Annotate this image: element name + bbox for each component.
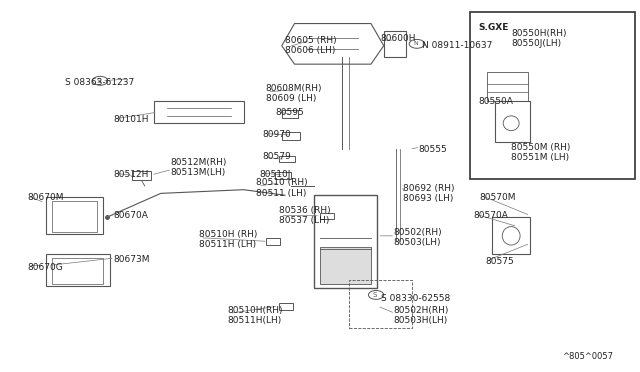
Bar <box>487 71 529 101</box>
Text: 80600H: 80600H <box>381 34 416 43</box>
Bar <box>46 254 109 286</box>
Text: 80536 (RH)
80537 (LH): 80536 (RH) 80537 (LH) <box>278 206 330 225</box>
Text: 80673M: 80673M <box>113 255 149 264</box>
Text: 80605 (RH)
80606 (LH): 80605 (RH) 80606 (LH) <box>285 36 337 55</box>
Text: 80608M(RH)
80609 (LH): 80608M(RH) 80609 (LH) <box>266 84 323 103</box>
Text: 80502(RH)
80503(LH): 80502(RH) 80503(LH) <box>394 228 442 247</box>
Text: 80550M (RH)
80551M (LH): 80550M (RH) 80551M (LH) <box>511 143 570 163</box>
Bar <box>52 201 97 232</box>
Bar <box>384 31 406 57</box>
Bar <box>52 258 103 284</box>
Text: 80670G: 80670G <box>27 263 63 272</box>
Bar <box>492 217 531 254</box>
Text: S: S <box>372 292 377 298</box>
Text: N: N <box>413 41 418 46</box>
Text: 80579: 80579 <box>262 152 291 161</box>
Text: 80512H: 80512H <box>113 170 148 179</box>
Text: 80101H: 80101H <box>113 115 148 124</box>
Text: 80670A: 80670A <box>113 211 148 220</box>
Text: S 08330-62558: S 08330-62558 <box>381 294 450 303</box>
Text: 80555: 80555 <box>419 145 447 154</box>
Text: 80970: 80970 <box>262 130 291 139</box>
Text: S.GXE: S.GXE <box>478 23 508 32</box>
Text: S: S <box>97 78 101 84</box>
Bar <box>470 13 636 179</box>
Text: 80510 (RH)
80511 (LH): 80510 (RH) 80511 (LH) <box>256 178 308 198</box>
Bar <box>320 212 334 219</box>
Text: ^805^0057: ^805^0057 <box>562 352 613 361</box>
Text: 80692 (RH)
80693 (LH): 80692 (RH) 80693 (LH) <box>403 184 454 203</box>
Bar <box>46 197 103 234</box>
Bar <box>314 195 378 288</box>
Text: 80570M: 80570M <box>479 193 516 202</box>
Bar <box>278 157 294 162</box>
Bar <box>320 247 371 284</box>
Text: 80512M(RH)
80513M(LH): 80512M(RH) 80513M(LH) <box>170 158 227 177</box>
Text: 80510J: 80510J <box>259 170 291 179</box>
Text: 80510H(RH)
80511H(LH): 80510H(RH) 80511H(LH) <box>228 305 283 325</box>
Bar <box>266 238 280 245</box>
Text: 80550A: 80550A <box>478 97 513 106</box>
Bar <box>282 110 298 118</box>
Text: 80550H(RH)
80550J(LH): 80550H(RH) 80550J(LH) <box>511 29 566 48</box>
Text: 80510H (RH)
80511H (LH): 80510H (RH) 80511H (LH) <box>199 230 257 249</box>
Bar <box>495 101 531 142</box>
Text: 80575: 80575 <box>486 257 515 266</box>
Bar <box>278 303 292 310</box>
Bar <box>349 280 412 328</box>
Text: 80670M: 80670M <box>27 193 63 202</box>
Text: 80502H(RH)
80503H(LH): 80502H(RH) 80503H(LH) <box>394 305 449 325</box>
Text: S 08363-61237: S 08363-61237 <box>65 78 134 87</box>
Text: 80570A: 80570A <box>473 211 508 220</box>
Bar <box>132 171 151 180</box>
Text: N 08911-10637: N 08911-10637 <box>422 41 492 50</box>
Bar <box>275 172 291 179</box>
Text: 80595: 80595 <box>275 108 304 117</box>
Bar <box>282 132 300 140</box>
